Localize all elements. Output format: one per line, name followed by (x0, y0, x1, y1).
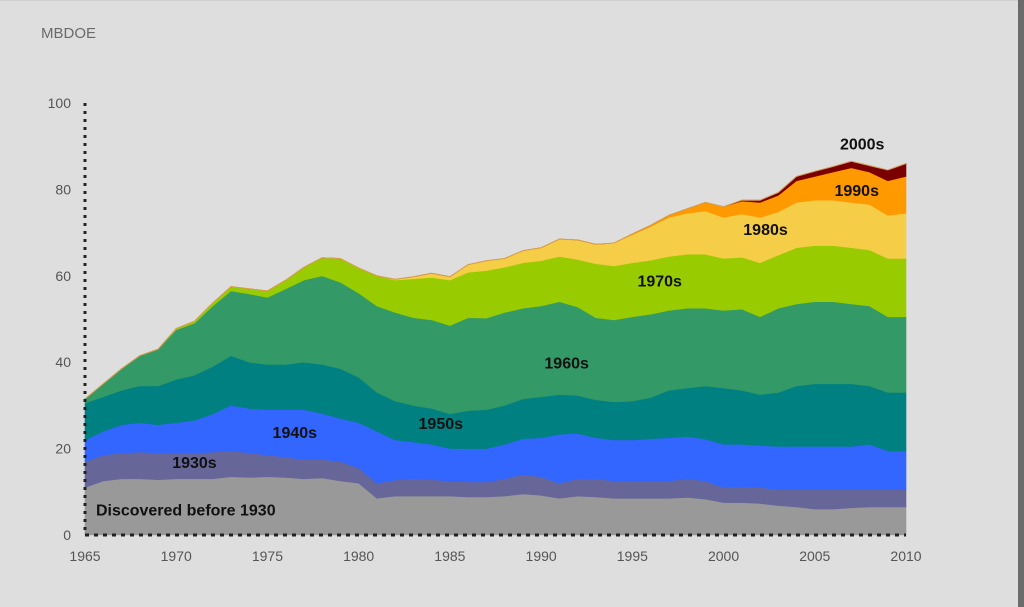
y-tick-0: 0 (63, 527, 71, 543)
series-label-1950s: 1950s (419, 416, 464, 433)
x-tick-labels: 1965 1970 1975 1980 1985 1990 1995 2000 2005 2010 (69, 548, 921, 564)
x-tick-1985: 1985 (434, 548, 465, 564)
y-tick-labels: 0 20 40 60 80 100 (48, 95, 72, 543)
x-tick-1980: 1980 (343, 548, 374, 564)
x-tick-2010: 2010 (890, 548, 921, 564)
series-labels: Discovered before 1930 1930s 1940s 1950s 196… (96, 137, 885, 520)
y-tick-80: 80 (55, 181, 71, 197)
frame-right-border (1018, 0, 1024, 607)
axes (83, 103, 906, 537)
y-tick-60: 60 (55, 268, 71, 284)
x-tick-1990: 1990 (526, 548, 557, 564)
y-tick-40: 40 (55, 354, 71, 370)
series-label-1960s: 1960s (544, 356, 589, 373)
y-axis-unit-label: MBDOE (41, 25, 96, 42)
x-tick-1965: 1965 (69, 548, 100, 564)
x-tick-2005: 2005 (799, 548, 830, 564)
x-tick-2000: 2000 (708, 548, 739, 564)
series-label-1940s: 1940s (273, 425, 318, 442)
series-label-2000s: 2000s (840, 137, 885, 154)
x-tick-1995: 1995 (617, 548, 648, 564)
series-label-1990s: 1990s (834, 183, 879, 200)
area-layers (84, 160, 907, 536)
series-label-1930s: 1930s (172, 455, 217, 472)
x-tick-1970: 1970 (161, 548, 192, 564)
series-label-1970s: 1970s (637, 274, 682, 291)
series-label-discovered-before-1930: Discovered before 1930 (96, 503, 276, 520)
y-tick-100: 100 (48, 95, 72, 111)
series-label-1980s: 1980s (743, 222, 788, 239)
y-tick-20: 20 (55, 441, 71, 457)
frame-top-border (0, 0, 1018, 1)
x-tick-1975: 1975 (252, 548, 283, 564)
total-outline (84, 160, 907, 400)
